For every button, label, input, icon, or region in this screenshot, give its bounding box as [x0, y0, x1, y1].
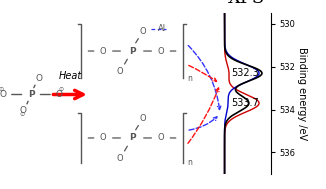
Text: P: P — [129, 46, 135, 56]
Text: O: O — [55, 90, 62, 99]
Text: Al: Al — [158, 24, 166, 33]
Text: O: O — [157, 133, 164, 143]
Text: O: O — [20, 106, 26, 115]
Text: O: O — [157, 46, 164, 56]
Text: 533.7: 533.7 — [231, 98, 259, 108]
Text: O: O — [116, 154, 123, 163]
Text: ⊙: ⊙ — [0, 87, 4, 92]
Text: O: O — [36, 74, 42, 83]
Text: O: O — [139, 114, 146, 123]
Text: O: O — [0, 90, 7, 99]
Text: O: O — [139, 27, 146, 36]
Text: ⊙: ⊙ — [58, 87, 64, 92]
Text: ⊙: ⊙ — [19, 112, 24, 117]
Text: O: O — [100, 46, 107, 56]
Text: O: O — [116, 67, 123, 76]
Text: n: n — [187, 74, 192, 83]
Text: XPS: XPS — [228, 0, 265, 7]
Text: Heat: Heat — [58, 71, 82, 81]
Text: P: P — [129, 133, 135, 143]
Text: n: n — [187, 158, 192, 167]
Text: O: O — [100, 133, 107, 143]
Y-axis label: Binding energy /eV: Binding energy /eV — [297, 47, 307, 140]
Text: P: P — [28, 90, 34, 99]
Text: 532.3: 532.3 — [231, 68, 259, 78]
